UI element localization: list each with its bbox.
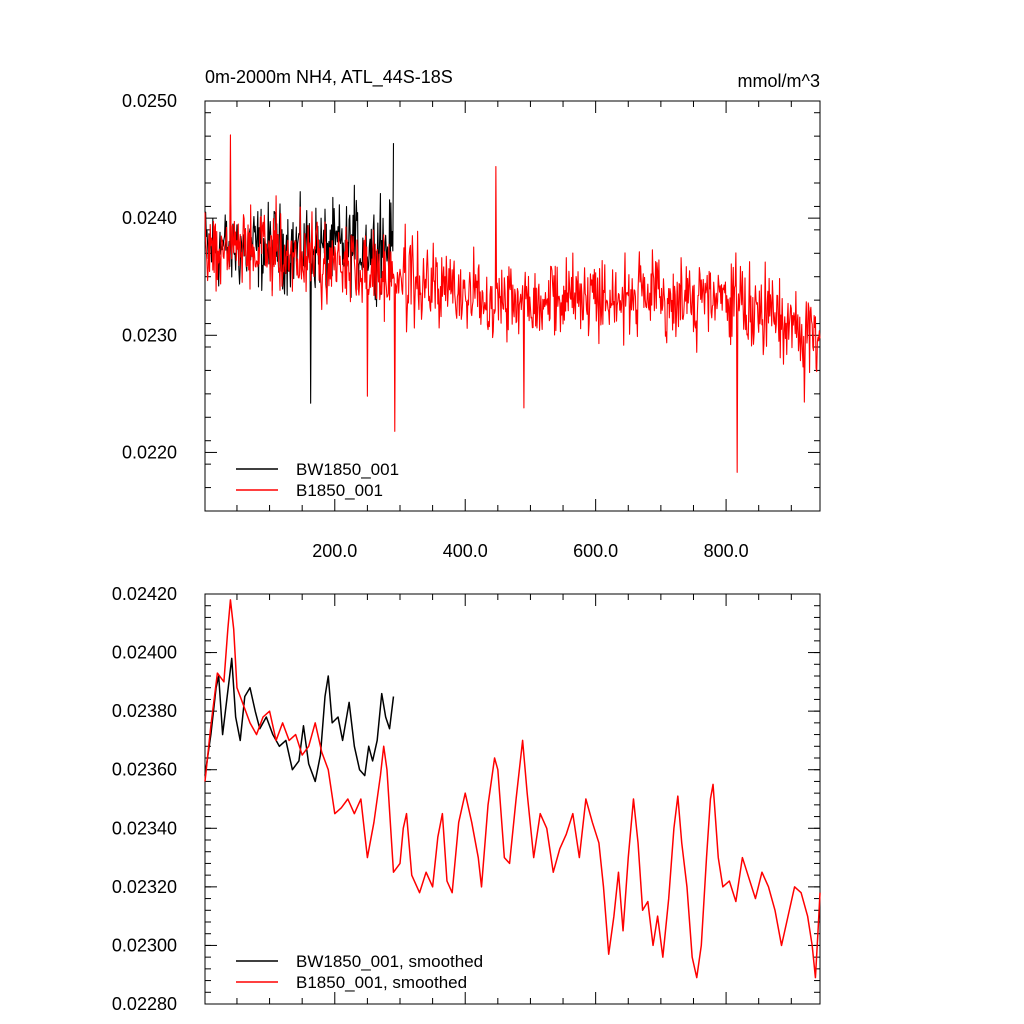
legend-label-bw1850: BW1850_001 [296,460,399,479]
y-tick-label: 0.02380 [112,701,177,721]
chart-title: 0m-2000m NH4, ATL_44S-18S [205,67,453,88]
y-tick-label: 0.02320 [112,877,177,897]
y-tick-label: 0.0220 [122,442,177,462]
series-line-bw1850-001 [204,143,395,404]
bottom-legend: BW1850_001, smoothed B1850_001, smoothed [236,952,483,992]
series-line-b1850-001 [204,134,821,473]
x-tick-label: 200.0 [312,541,357,561]
top-legend: BW1850_001 B1850_001 [236,460,399,500]
x-tick-label: 600.0 [573,541,618,561]
legend-label-bw1850-smoothed: BW1850_001, smoothed [296,952,483,971]
units-label: mmol/m^3 [738,71,820,91]
bottom-plot-series [204,599,821,979]
x-tick-label: 400.0 [443,541,488,561]
x-tick-label: 800.0 [704,541,749,561]
top-plot-series [204,134,821,473]
y-tick-label: 0.02400 [112,643,177,663]
bottom-plot-ticks: 0.02280 0.02300 0.02320 0.02340 0.02360 0.023… [112,584,820,1014]
y-tick-label: 0.02340 [112,818,177,838]
y-tick-label: 0.02360 [112,760,177,780]
bottom-plot-frame [204,593,821,1005]
series-line-b1850-001-smoothed [204,599,821,979]
series-line-bw1850-001-smoothed [204,657,395,783]
y-tick-label: 0.0230 [122,325,177,345]
legend-label-b1850-smoothed: B1850_001, smoothed [296,973,467,992]
y-tick-label: 0.02300 [112,935,177,955]
legend-label-b1850: B1850_001 [296,481,383,500]
y-tick-label: 0.0240 [122,208,177,228]
top-plot-frame [204,100,821,512]
y-tick-label: 0.02420 [112,584,177,604]
y-tick-label: 0.02280 [112,994,177,1014]
top-plot-ticks: 0.0220 0.0230 0.0240 0.0250 200.0 400.0 600.0 8… [122,91,820,561]
y-tick-label: 0.0250 [122,91,177,111]
